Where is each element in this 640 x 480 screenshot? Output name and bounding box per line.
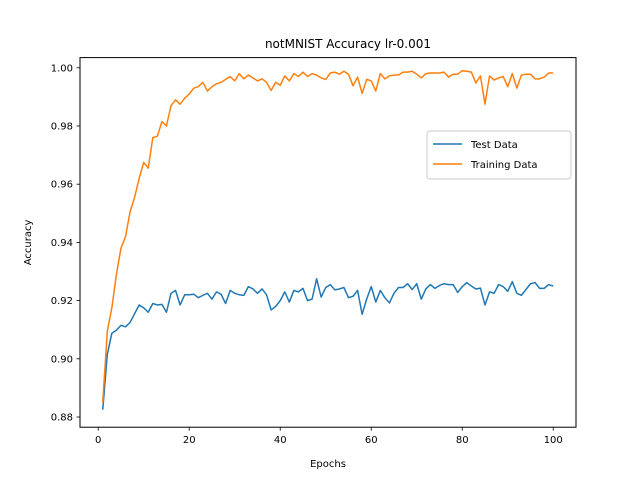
test-data-line bbox=[102, 278, 554, 410]
y-tick-label: 0.92 bbox=[51, 296, 73, 307]
legend-label-training: Training Data bbox=[470, 160, 538, 171]
y-tick-label: 1.00 bbox=[51, 63, 73, 74]
x-tick-label: 0 bbox=[95, 435, 101, 446]
legend-box bbox=[426, 130, 572, 180]
y-axis-label: Accuracy bbox=[23, 219, 34, 265]
y-tick-label: 0.94 bbox=[51, 238, 73, 249]
x-tick-label: 40 bbox=[274, 435, 287, 446]
plot-frame bbox=[79, 57, 577, 428]
plot-background bbox=[80, 57, 576, 428]
x-tick-label: 100 bbox=[544, 435, 563, 446]
legend: Test Data Training Data bbox=[426, 130, 572, 180]
y-tick-label: 0.96 bbox=[51, 180, 73, 191]
y-tick-label: 0.88 bbox=[51, 413, 73, 424]
chart-title: notMNIST Accuracy lr-0.001 bbox=[265, 37, 431, 51]
y-tick-label: 0.98 bbox=[51, 121, 73, 132]
training-data-line bbox=[102, 69, 554, 403]
y-axis-ticks: 0.88 0.90 0.92 0.94 0.96 0.98 1.00 bbox=[51, 63, 80, 424]
x-axis-label: Epochs bbox=[310, 459, 346, 470]
y-tick-label: 0.90 bbox=[51, 354, 73, 365]
x-tick-label: 80 bbox=[456, 435, 469, 446]
x-axis-ticks: 0 20 40 60 80 100 bbox=[95, 427, 563, 446]
plot-area: 0 20 40 60 80 100 0.88 0.90 0.92 0.94 0.96 0.98 1.0… bbox=[51, 57, 577, 446]
series-lines bbox=[102, 69, 554, 410]
legend-label-test: Test Data bbox=[470, 140, 518, 151]
x-tick-label: 60 bbox=[365, 435, 378, 446]
x-tick-label: 20 bbox=[183, 435, 196, 446]
